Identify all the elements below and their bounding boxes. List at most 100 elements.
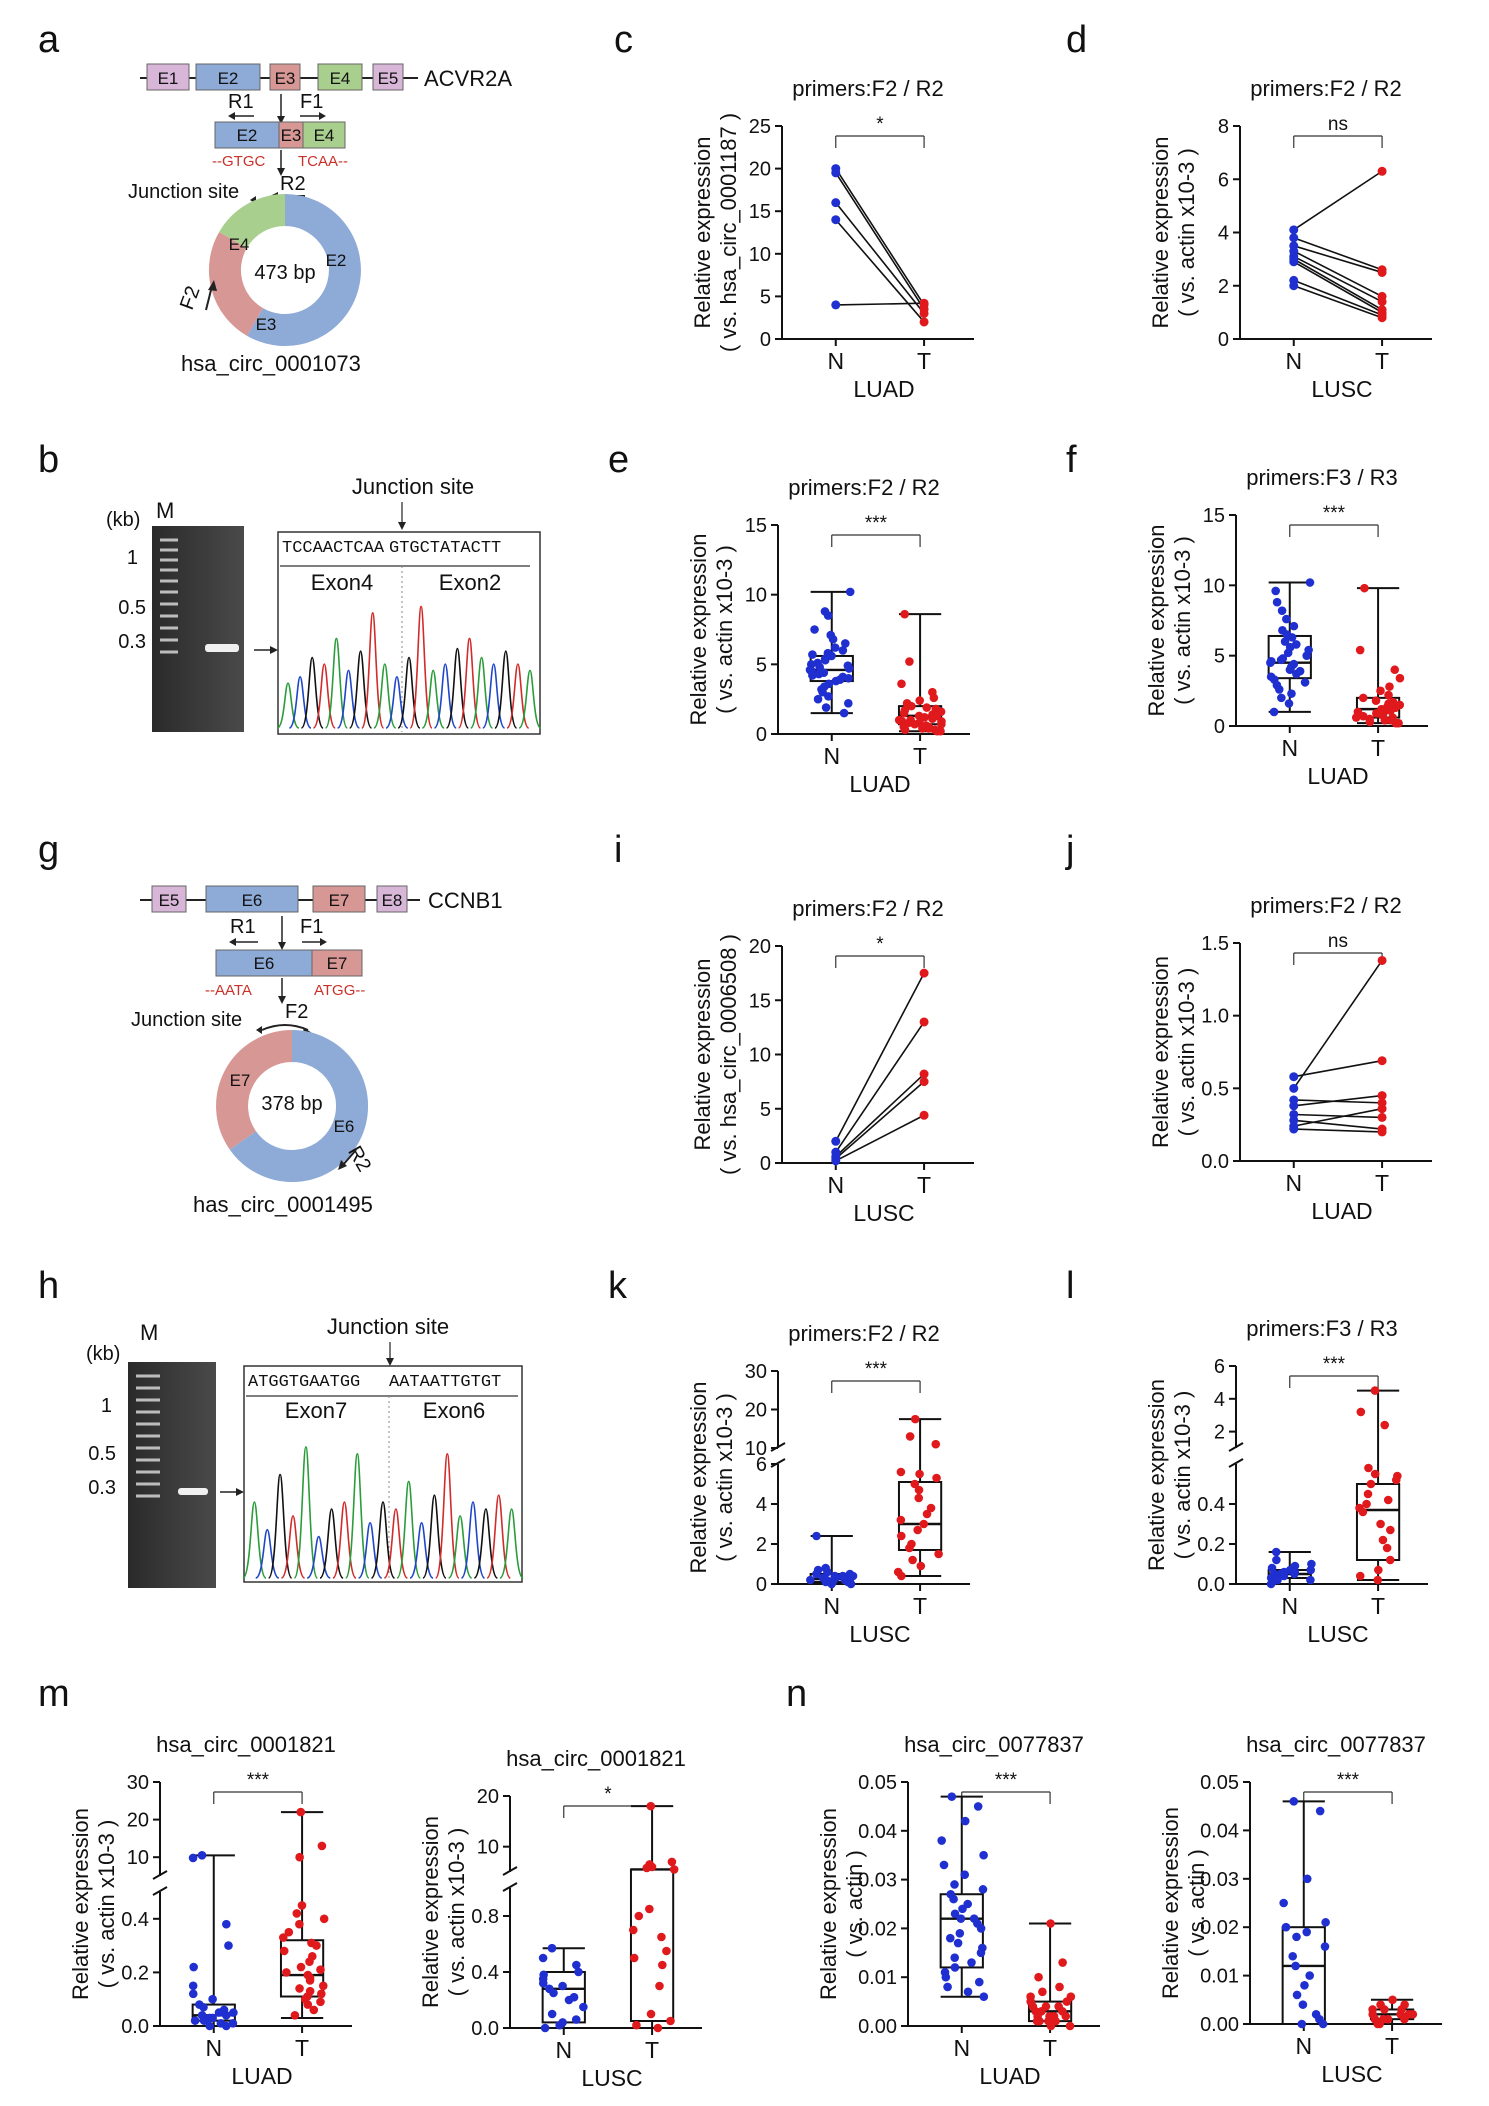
- chromatogram-peak: [397, 656, 421, 729]
- data-point-t: [932, 726, 942, 736]
- exon-label: Exon6: [423, 1398, 485, 1423]
- y-tick-label: 0.4: [121, 1909, 149, 1931]
- circ-ring-g: [216, 1030, 369, 1182]
- data-point-n: [190, 2016, 200, 2025]
- data-point-t: [309, 2005, 319, 2015]
- data-point-t: [658, 1960, 667, 1970]
- data-point-t: [296, 1807, 306, 1817]
- data-point-n: [188, 1981, 198, 1991]
- data-point-n: [1289, 621, 1299, 631]
- data-point-n: [823, 1567, 832, 1577]
- data-point-n: [555, 2020, 564, 2030]
- data-point-t: [899, 708, 909, 718]
- data-point-n: [1318, 2019, 1328, 2029]
- data-point-n: [950, 1963, 960, 1972]
- pair-line: [835, 168, 925, 306]
- data-point-n: [1274, 685, 1284, 694]
- axis-break: [1228, 1458, 1244, 1468]
- data-point-n: [1266, 1579, 1276, 1589]
- data-point-n: [547, 1943, 557, 1953]
- data-point-n: [1320, 1942, 1330, 1951]
- data-point-n: [976, 1948, 986, 1958]
- data-point-t: [1356, 1407, 1366, 1417]
- pair-line: [1293, 1119, 1383, 1130]
- significance-label: *: [876, 934, 884, 955]
- data-point-n: [840, 639, 850, 648]
- chromatogram-peak: [300, 656, 324, 729]
- data-point-n: [947, 1792, 957, 1801]
- y-tick-label: 0.04: [858, 1821, 897, 1843]
- kb-label: (kb): [106, 509, 140, 531]
- y-tick-label: 10: [745, 1438, 767, 1460]
- data-point-t: [1058, 1958, 1067, 1967]
- data-point-n: [812, 1531, 821, 1541]
- data-point-n: [1276, 655, 1286, 665]
- pair-line: [1293, 1113, 1383, 1119]
- chart-title: primers:F2 / R2: [792, 896, 944, 921]
- data-point-n: [1289, 1083, 1299, 1093]
- junction-seq: --AATA: [205, 982, 252, 999]
- data-point-n: [839, 708, 849, 718]
- pair-line: [1293, 258, 1383, 311]
- chromatogram-peak: [494, 650, 518, 729]
- x-axis-label: LUAD: [231, 2063, 292, 2089]
- data-point-t: [1366, 1479, 1376, 1489]
- data-point-n: [1279, 1571, 1289, 1581]
- chromatogram-peak: [486, 1494, 512, 1579]
- chromatogram-peak: [361, 611, 385, 729]
- data-point-t: [316, 1997, 325, 2007]
- junction-site-label: Junction site: [128, 181, 239, 203]
- data-point-n: [1281, 1922, 1291, 1932]
- data-point-n: [1302, 1874, 1312, 1884]
- exon-label: E6: [254, 954, 275, 973]
- data-point-n: [831, 198, 841, 208]
- data-point-n: [827, 1579, 836, 1589]
- data-point-n: [1280, 637, 1290, 646]
- data-point-t: [316, 1965, 325, 1975]
- data-point-t: [908, 1555, 917, 1565]
- y-tick-label: 6: [1218, 169, 1229, 191]
- y-axis-label: ( vs. actin x10-3 ): [1170, 536, 1195, 705]
- data-point-t: [1355, 1571, 1365, 1581]
- x-axis-label: LUSC: [1321, 2061, 1382, 2087]
- y-tick-label: 0.4: [1197, 1494, 1225, 1516]
- panel-b: b (kb) M 1 0.5 0.3 Junction site TCCAACT…: [38, 439, 542, 735]
- chromatogram-peak: [409, 605, 433, 729]
- data-point-n: [828, 634, 838, 644]
- y-tick-label: 0.0: [1197, 1574, 1225, 1596]
- panel-letter-e: e: [608, 439, 629, 481]
- data-point-t: [916, 1561, 926, 1571]
- data-point-t: [1378, 1535, 1388, 1545]
- exon-e2: [195, 63, 261, 91]
- pair-line: [1293, 261, 1383, 314]
- data-point-n: [1289, 281, 1299, 291]
- pair-line: [835, 1073, 925, 1158]
- y-tick-label: 5: [756, 654, 767, 676]
- data-point-n: [846, 1579, 856, 1589]
- pair-line: [1293, 1107, 1383, 1127]
- data-point-t: [1377, 1091, 1387, 1101]
- data-point-t: [279, 1946, 289, 1956]
- data-point-t: [919, 317, 929, 327]
- y-tick-label: 0.05: [858, 1772, 897, 1794]
- data-point-n: [953, 1938, 963, 1948]
- data-point-t: [1377, 166, 1387, 176]
- box-iqr: [629, 1868, 675, 2023]
- x-tick-label: N: [823, 743, 840, 769]
- data-point-t: [1375, 2019, 1384, 2029]
- data-point-n: [579, 2002, 588, 2012]
- exon-label: E1: [158, 69, 179, 88]
- x-axis-label: LUAD: [853, 376, 914, 402]
- y-tick-label: 10: [749, 1045, 771, 1067]
- data-point-n: [1269, 707, 1279, 717]
- data-point-t: [628, 1925, 638, 1935]
- primer-label: F2: [176, 283, 205, 312]
- data-point-n: [955, 1928, 965, 1938]
- significance-label: ***: [1323, 1354, 1346, 1375]
- y-tick-label: 0: [1218, 329, 1229, 351]
- data-point-t: [669, 1865, 679, 1874]
- exon-label: E5: [378, 69, 399, 88]
